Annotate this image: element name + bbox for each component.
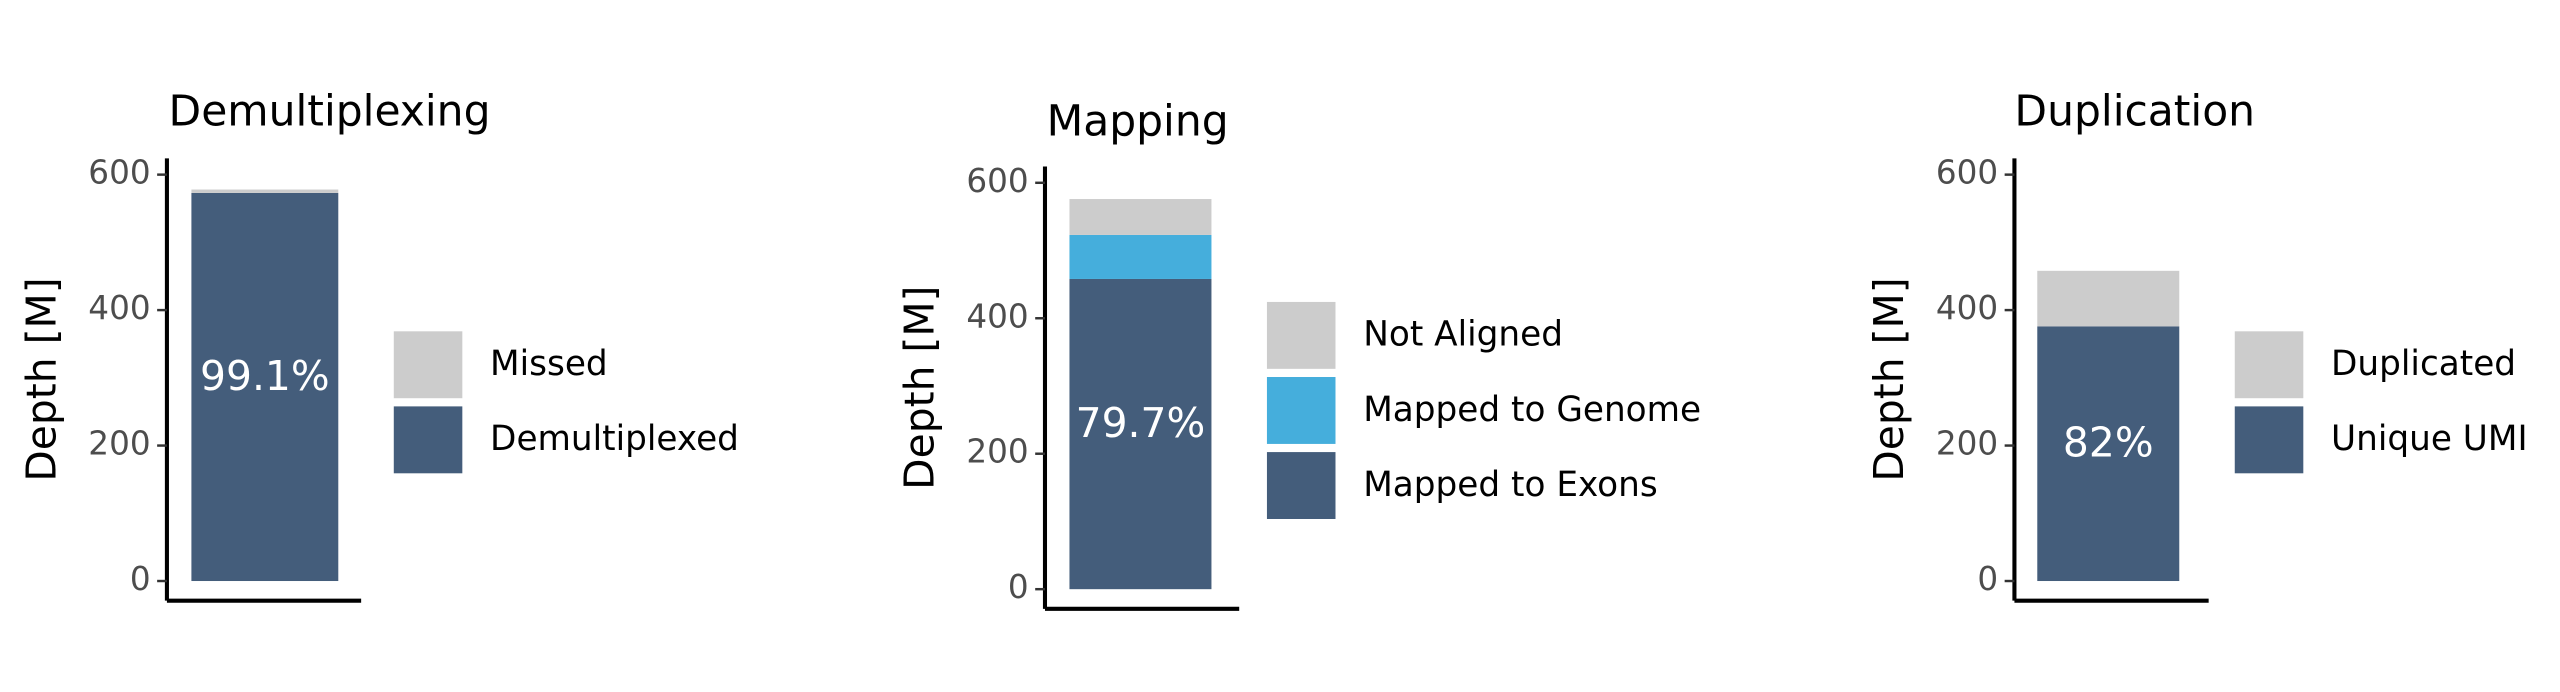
legend-swatch: [1266, 301, 1336, 369]
y-tick-label: 0: [1977, 560, 1998, 598]
chart-title: Mapping: [1047, 98, 1229, 147]
legend-label: Mapped to Exons: [1363, 465, 1658, 505]
legend-swatch: [2234, 406, 2304, 474]
chart-title: Demultiplexing: [169, 88, 491, 137]
y-axis-label: Depth [M]: [1865, 277, 1913, 481]
bar-segment: [1069, 278, 1212, 590]
legend-label: Missed: [490, 344, 608, 384]
y-tick-label: 200: [88, 425, 150, 463]
legend-label: Mapped to Genome: [1363, 390, 1701, 430]
bar-segment: [1069, 199, 1212, 235]
legend-swatch: [393, 406, 463, 474]
y-tick-label: 0: [1008, 568, 1029, 606]
bar-segment: [1069, 234, 1212, 279]
legend-label: Not Aligned: [1363, 315, 1563, 355]
legend-swatch: [393, 331, 463, 399]
y-axis-label: Depth [M]: [18, 277, 66, 481]
bar-segment: [2037, 270, 2180, 327]
chart-title: Duplication: [2014, 88, 2255, 137]
y-tick-label: 400: [88, 289, 150, 327]
bar-segment: [191, 189, 339, 193]
y-tick-label: 400: [1936, 289, 1998, 327]
y-axis-label: Depth [M]: [896, 286, 944, 490]
legend-label: Unique UMI: [2331, 419, 2528, 459]
bar-segment: [191, 192, 339, 582]
legend-label: Demultiplexed: [490, 419, 739, 459]
y-tick-label: 0: [130, 560, 151, 598]
y-tick-label: 200: [1936, 425, 1998, 463]
legend-swatch: [1266, 452, 1336, 519]
y-tick-label: 400: [966, 297, 1028, 335]
legend-label: Duplicated: [2331, 344, 2516, 384]
bar-annotation: 82%: [2063, 419, 2154, 467]
y-tick-label: 600: [88, 154, 150, 192]
bar-annotation: 99.1%: [200, 352, 330, 400]
bar-segment: [2037, 326, 2180, 582]
legend-swatch: [1266, 377, 1336, 444]
bar-annotation: 79.7%: [1076, 399, 1206, 447]
legend-swatch: [2234, 331, 2304, 399]
y-tick-label: 200: [966, 433, 1028, 471]
y-tick-label: 600: [1936, 154, 1998, 192]
y-tick-label: 600: [966, 162, 1028, 200]
